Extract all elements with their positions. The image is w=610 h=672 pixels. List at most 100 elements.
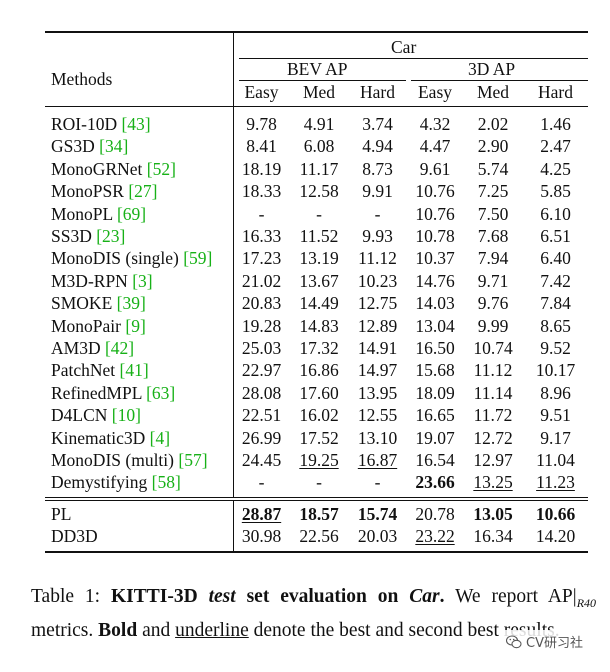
table-row: RefinedMPL [63] 28.08 17.60 13.95 18.09 11.14… xyxy=(45,382,588,404)
table-row: MonoDIS (multi) [57] 24.45 19.25 16.87 16.54… xyxy=(45,449,588,471)
car-underline xyxy=(239,58,588,59)
col-header: Med xyxy=(302,82,336,102)
metric-value: 17.60 xyxy=(299,382,339,403)
metric-value: 14.83 xyxy=(299,315,339,336)
metric-value: 10.17 xyxy=(535,360,576,381)
citation-link[interactable]: [52] xyxy=(146,158,176,179)
table-caption: Table 1: KITTI-3D test set evaluation on… xyxy=(31,586,597,641)
citation-link[interactable]: [41] xyxy=(119,360,149,381)
metric-value: 28.87 xyxy=(241,503,282,524)
table-row: MonoGRNet [52] 18.19 11.17 8.73 9.61 5.74 4.25 xyxy=(45,158,588,180)
column-header-row: Easy Med Hard Easy Med Hard xyxy=(45,81,588,103)
metric-value: 19.25 xyxy=(299,450,339,470)
bev-ap-underline xyxy=(239,80,406,81)
metric-value: 15.74 xyxy=(357,503,398,524)
citation-link[interactable]: [3] xyxy=(132,270,153,291)
metric-value: 9.99 xyxy=(477,315,509,336)
citation-link[interactable]: [9] xyxy=(125,315,146,336)
table-row: D4LCN [10] 22.51 16.02 12.55 16.65 11.72 9.51 xyxy=(45,404,588,426)
method-name: MonoPSR [27] xyxy=(51,181,158,202)
citation-link[interactable]: [23] xyxy=(96,226,126,246)
metric-value: 10.78 xyxy=(415,226,455,246)
method-name: SMOKE [39] xyxy=(51,293,146,314)
table-row: GS3D [34] 8.41 6.08 4.94 4.47 2.90 2.47 xyxy=(45,135,588,157)
method-name: SS3D [23] xyxy=(51,226,126,246)
col-header: Easy xyxy=(417,82,453,102)
metric-value: 9.93 xyxy=(362,226,393,246)
section-separator-rule xyxy=(45,496,588,498)
metric-value: - xyxy=(316,203,322,224)
citation-link[interactable]: [10] xyxy=(111,405,141,426)
citation-link[interactable]: [57] xyxy=(178,450,208,470)
method-name: PatchNet [41] xyxy=(51,360,149,381)
metric-value: 25.03 xyxy=(241,338,282,358)
citation-link[interactable]: [4] xyxy=(149,427,171,448)
metric-value: 7.42 xyxy=(540,270,571,291)
metric-value: - xyxy=(258,203,265,224)
method-name: Kinematic3D [4] xyxy=(51,427,171,448)
metric-value: 20.03 xyxy=(357,526,398,547)
metric-value: 14.76 xyxy=(415,270,455,291)
metric-value: 19.28 xyxy=(241,315,282,336)
table-row: MonoPSR [27] 18.33 12.58 9.91 10.76 7.25 5.85 xyxy=(45,180,588,202)
metric-value: 10.76 xyxy=(415,181,455,202)
metric-value: 17.23 xyxy=(241,248,282,269)
metric-value: 9.52 xyxy=(540,338,571,358)
table-row: PatchNet [41] 22.97 16.86 14.97 15.68 11.12 10… xyxy=(45,359,588,381)
header-vertical-rule xyxy=(233,33,234,118)
3d-ap-header: 3D AP xyxy=(468,59,516,79)
citation-link[interactable]: [63] xyxy=(146,382,176,403)
metric-value: 11.04 xyxy=(536,450,575,470)
metric-value: 13.19 xyxy=(299,248,339,269)
table-bottom-rule xyxy=(45,550,588,553)
method-name: PL xyxy=(51,503,72,524)
metric-value: - xyxy=(258,472,265,493)
metric-value: - xyxy=(374,472,381,493)
table-row: AM3D [42] 25.03 17.32 14.91 16.50 10.74 9.52 xyxy=(45,337,588,359)
car-header: Car xyxy=(391,37,417,57)
metric-value: 9.91 xyxy=(362,181,393,202)
metric-value: 18.19 xyxy=(241,158,282,179)
metric-value: 9.51 xyxy=(540,405,571,426)
metric-value: 24.45 xyxy=(241,450,282,470)
caption-bold-word: Bold xyxy=(98,619,138,641)
body-vertical-rule xyxy=(233,500,234,551)
metric-value: 9.71 xyxy=(477,270,509,291)
table-row: ROI-10D [43] 9.78 4.91 3.74 4.32 2.02 1.46 xyxy=(45,113,588,135)
metric-value: 8.96 xyxy=(540,382,571,403)
metric-value: 13.10 xyxy=(357,427,398,448)
metric-value: 7.50 xyxy=(477,203,509,224)
col-header: Easy xyxy=(244,82,279,102)
metric-value: 9.78 xyxy=(246,114,277,134)
metric-value: 11.72 xyxy=(473,405,513,426)
metric-value: 4.32 xyxy=(419,114,451,134)
metric-value: 11.52 xyxy=(299,226,339,246)
metric-value: 6.10 xyxy=(540,203,571,224)
metric-value: 28.08 xyxy=(241,382,282,403)
citation-link[interactable]: [39] xyxy=(116,293,146,314)
metric-value: 16.87 xyxy=(357,450,398,470)
citation-link[interactable]: [58] xyxy=(151,472,181,493)
table-row: PL 28.87 18.57 15.74 20.78 13.05 10.66 xyxy=(45,503,588,525)
citation-link[interactable]: [69] xyxy=(116,203,147,224)
citation-link[interactable]: [43] xyxy=(121,114,151,134)
metric-value: 4.91 xyxy=(303,114,335,134)
methods-header: Methods xyxy=(51,69,113,89)
metric-value: 16.50 xyxy=(415,338,455,358)
metric-value: 19.07 xyxy=(415,427,455,448)
metric-value: 4.47 xyxy=(419,136,451,157)
metric-value: 18.57 xyxy=(299,503,339,524)
citation-link[interactable]: [34] xyxy=(99,136,129,157)
wechat-icon xyxy=(506,634,522,648)
table-row: Demystifying [58] - - - 23.66 13.25 11.23 xyxy=(45,471,588,493)
citation-link[interactable]: [27] xyxy=(128,181,158,202)
metric-value: 12.58 xyxy=(299,181,339,202)
caption-title: KITTI-3D test set evaluation on Car. xyxy=(111,586,445,607)
citation-link[interactable]: [59] xyxy=(183,248,213,269)
metric-value: 9.61 xyxy=(419,158,451,179)
method-name: MonoPair [9] xyxy=(51,315,146,336)
citation-link[interactable]: [42] xyxy=(104,338,135,358)
metric-value: 16.02 xyxy=(299,405,339,426)
metric-value: - xyxy=(374,203,381,224)
metric-value: 15.68 xyxy=(415,360,455,381)
